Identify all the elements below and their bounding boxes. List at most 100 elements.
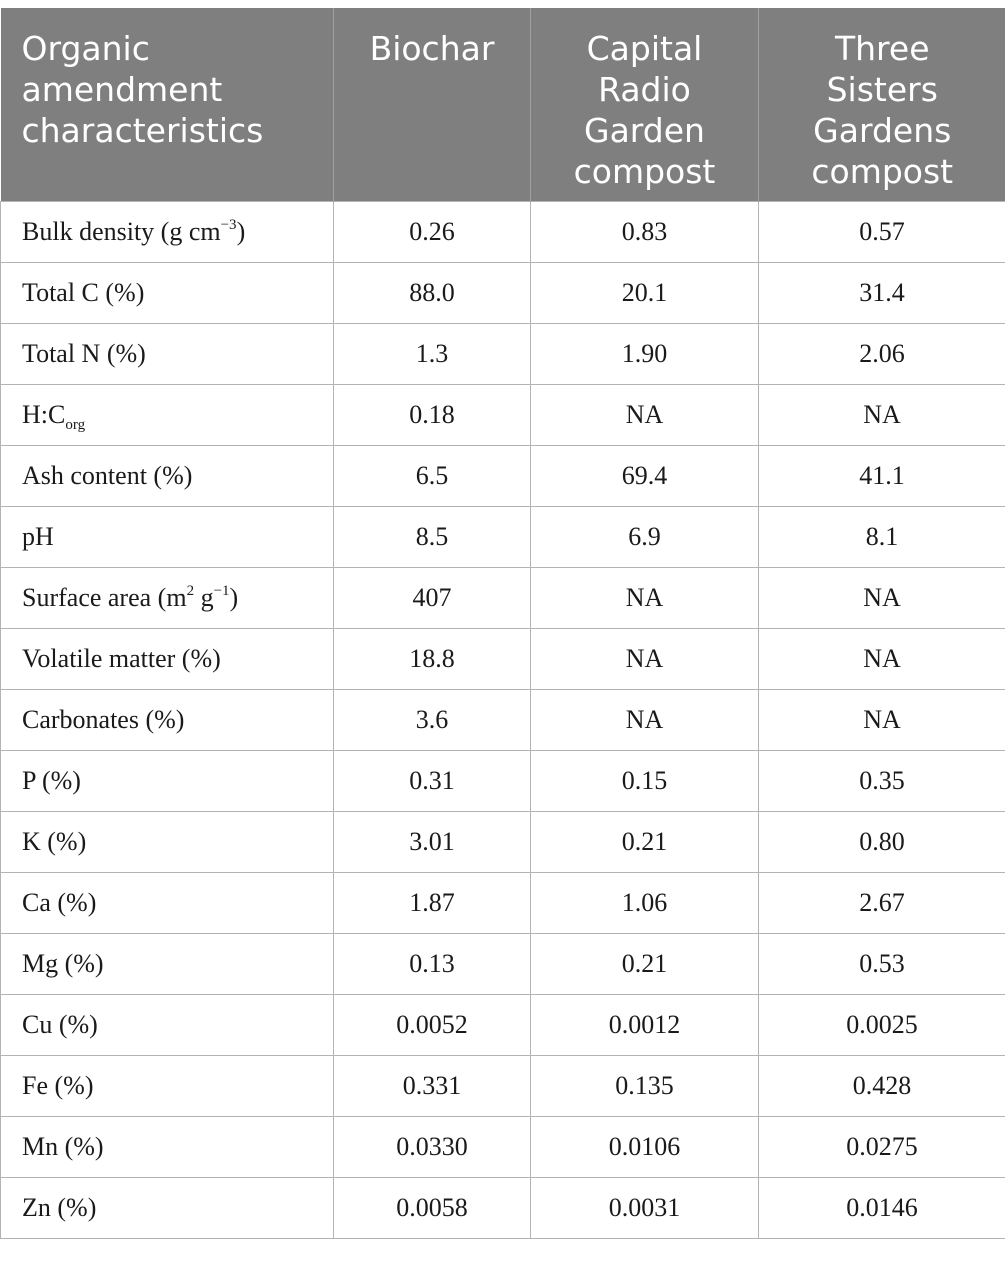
- row-label-text: Zn (%): [22, 1193, 97, 1222]
- row-label: Mn (%): [0, 1116, 334, 1178]
- cell-value: 69.4: [530, 445, 759, 507]
- cell-value: NA: [530, 567, 759, 629]
- cell-value: 0.83: [530, 201, 759, 263]
- table-row: Total C (%) 88.0 20.1 31.4: [0, 262, 1005, 324]
- cell-value: 0.31: [333, 750, 531, 812]
- row-label-text: pH: [22, 522, 54, 551]
- cell-value: 0.331: [333, 1055, 531, 1117]
- table-row: Cu (%) 0.0052 0.0012 0.0025: [0, 994, 1005, 1056]
- row-label: Mg (%): [0, 933, 334, 995]
- row-label: Bulk density (g cm−3): [0, 201, 334, 263]
- cell-value: 2.67: [758, 872, 1005, 934]
- row-label-text: Total C (%): [22, 278, 145, 307]
- cell-value: 88.0: [333, 262, 531, 324]
- cell-value: 0.13: [333, 933, 531, 995]
- row-label: K (%): [0, 811, 334, 873]
- table-row: Volatile matter (%) 18.8 NA NA: [0, 628, 1005, 690]
- cell-value: 41.1: [758, 445, 1005, 507]
- table-row: K (%) 3.01 0.21 0.80: [0, 811, 1005, 873]
- cell-value: 3.6: [333, 689, 531, 751]
- cell-value: 0.35: [758, 750, 1005, 812]
- row-label-text: Carbonates (%): [22, 705, 185, 734]
- row-label-text: P (%): [22, 766, 81, 795]
- cell-value: 0.53: [758, 933, 1005, 995]
- row-label-text: Ash content (%): [22, 461, 193, 490]
- row-label: Carbonates (%): [0, 689, 334, 751]
- row-label-text-mid: g: [194, 583, 214, 612]
- row-label-superscript: −1: [213, 583, 230, 599]
- cell-value: 0.21: [530, 933, 759, 995]
- row-label: pH: [0, 506, 334, 568]
- table-row: Ca (%) 1.87 1.06 2.67: [0, 872, 1005, 934]
- row-label-superscript: 2: [186, 583, 195, 599]
- row-label: Total C (%): [0, 262, 334, 324]
- header-capital-radio-garden-compost: Capital Radio Garden compost: [530, 8, 759, 202]
- cell-value: 2.06: [758, 323, 1005, 385]
- cell-value: 8.5: [333, 506, 531, 568]
- cell-value: 0.57: [758, 201, 1005, 263]
- row-label-text: Ca (%): [22, 888, 97, 917]
- table-row: H:Corg 0.18 NA NA: [0, 384, 1005, 446]
- cell-value: NA: [530, 628, 759, 690]
- row-label-text-tail: ): [229, 583, 239, 612]
- cell-value: 18.8: [333, 628, 531, 690]
- table-row: Carbonates (%) 3.6 NA NA: [0, 689, 1005, 751]
- cell-value: 6.9: [530, 506, 759, 568]
- cell-value: 0.0275: [758, 1116, 1005, 1178]
- table-row: Mn (%) 0.0330 0.0106 0.0275: [0, 1116, 1005, 1178]
- cell-value: NA: [530, 384, 759, 446]
- table-row: Zn (%) 0.0058 0.0031 0.0146: [0, 1177, 1005, 1239]
- cell-value: NA: [530, 689, 759, 751]
- cell-value: 1.90: [530, 323, 759, 385]
- table-row: Mg (%) 0.13 0.21 0.53: [0, 933, 1005, 995]
- cell-value: 0.0058: [333, 1177, 531, 1239]
- row-label: Fe (%): [0, 1055, 334, 1117]
- row-label-text: Total N (%): [22, 339, 146, 368]
- header-row: Organic amendment characteristics Biocha…: [0, 8, 1005, 202]
- header-three-sisters-gardens-compost: Three Sisters Gardens compost: [758, 8, 1005, 202]
- cell-value: 31.4: [758, 262, 1005, 324]
- cell-value: 0.0031: [530, 1177, 759, 1239]
- cell-value: 20.1: [530, 262, 759, 324]
- table-row: Total N (%) 1.3 1.90 2.06: [0, 323, 1005, 385]
- cell-value: 0.0025: [758, 994, 1005, 1056]
- cell-value: 0.21: [530, 811, 759, 873]
- row-label: Surface area (m2 g−1): [0, 567, 334, 629]
- cell-value: 0.80: [758, 811, 1005, 873]
- table-row: Ash content (%) 6.5 69.4 41.1: [0, 445, 1005, 507]
- cell-value: 6.5: [333, 445, 531, 507]
- row-label-text: K (%): [22, 827, 87, 856]
- cell-value: 1.3: [333, 323, 531, 385]
- cell-value: 3.01: [333, 811, 531, 873]
- row-label-text: Volatile matter (%): [22, 644, 221, 673]
- row-label: Ash content (%): [0, 445, 334, 507]
- row-label: P (%): [0, 750, 334, 812]
- cell-value: 0.0146: [758, 1177, 1005, 1239]
- row-label-text: Mg (%): [22, 949, 104, 978]
- cell-value: NA: [758, 384, 1005, 446]
- row-label-text: Surface area (m: [22, 583, 187, 612]
- table-row: Fe (%) 0.331 0.135 0.428: [0, 1055, 1005, 1117]
- cell-value: 0.0012: [530, 994, 759, 1056]
- row-label: Volatile matter (%): [0, 628, 334, 690]
- row-label-text: Mn (%): [22, 1132, 104, 1161]
- row-label-superscript: −3: [220, 217, 237, 233]
- cell-value: 0.0052: [333, 994, 531, 1056]
- row-label: Total N (%): [0, 323, 334, 385]
- table-row: pH 8.5 6.9 8.1: [0, 506, 1005, 568]
- table-row: Surface area (m2 g−1) 407 NA NA: [0, 567, 1005, 629]
- row-label-text: Bulk density (g cm: [22, 217, 221, 246]
- header-characteristics: Organic amendment characteristics: [0, 8, 334, 202]
- amendment-characteristics-table: Organic amendment characteristics Biocha…: [0, 8, 1005, 1239]
- cell-value: 1.87: [333, 872, 531, 934]
- cell-value: 0.18: [333, 384, 531, 446]
- row-label-text: Fe (%): [22, 1071, 94, 1100]
- cell-value: 0.26: [333, 201, 531, 263]
- table-row: Bulk density (g cm−3) 0.26 0.83 0.57: [0, 201, 1005, 263]
- row-label-text: H:C: [22, 400, 66, 429]
- cell-value: 0.0106: [530, 1116, 759, 1178]
- row-label: Zn (%): [0, 1177, 334, 1239]
- row-label: Ca (%): [0, 872, 334, 934]
- row-label-subscript: org: [65, 417, 86, 433]
- cell-value: 0.428: [758, 1055, 1005, 1117]
